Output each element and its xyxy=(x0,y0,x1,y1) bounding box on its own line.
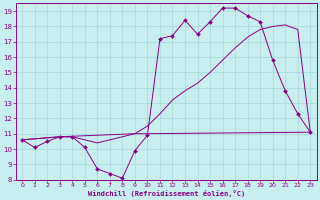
X-axis label: Windchill (Refroidissement éolien,°C): Windchill (Refroidissement éolien,°C) xyxy=(88,190,245,197)
